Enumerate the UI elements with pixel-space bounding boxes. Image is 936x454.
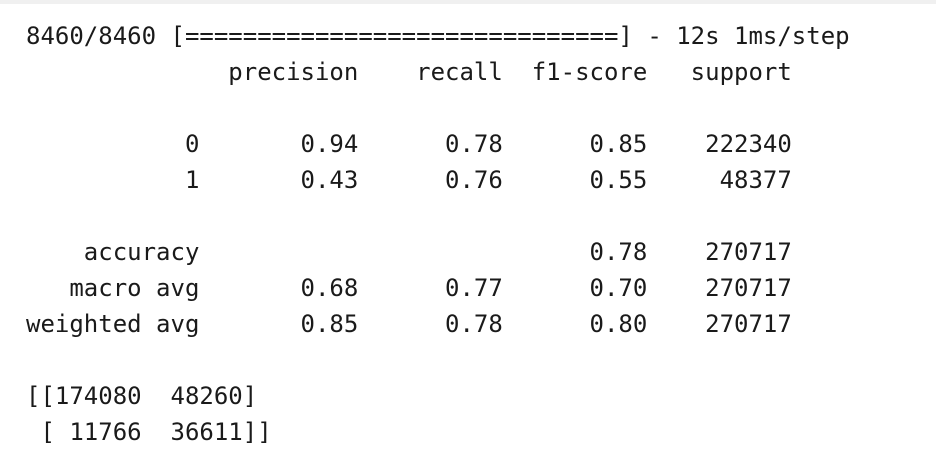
blank-line	[26, 198, 916, 234]
confusion-matrix-row-0: [[174080 48260]	[26, 382, 258, 410]
report-row-macro-avg: macro avg 0.68 0.77 0.70 270717	[26, 274, 792, 302]
blank-line	[26, 342, 916, 378]
report-row-class-1: 1 0.43 0.76 0.55 48377	[26, 166, 792, 194]
confusion-matrix-row-1: [ 11766 36611]]	[26, 418, 272, 446]
blank-line	[26, 90, 916, 126]
report-row-class-0: 0 0.94 0.78 0.85 222340	[26, 130, 792, 158]
report-row-weighted-avg: weighted avg 0.85 0.78 0.80 270717	[26, 310, 792, 338]
progress-line: 8460/8460 [=============================…	[26, 22, 850, 50]
console-output: 8460/8460 [=============================…	[26, 18, 916, 450]
top-border	[0, 0, 936, 4]
report-row-accuracy: accuracy 0.78 270717	[26, 238, 792, 266]
report-header-line: precision recall f1-score support	[26, 58, 792, 86]
